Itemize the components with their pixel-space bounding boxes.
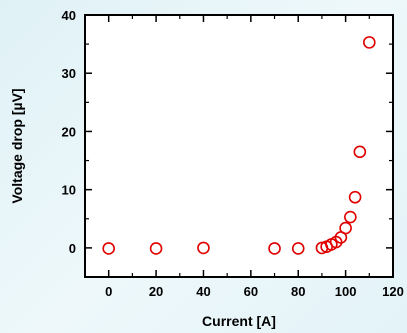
data-point [291, 242, 305, 255]
data-point [363, 36, 376, 49]
data-point [102, 242, 115, 255]
data-point [149, 242, 163, 255]
plot-background [85, 15, 393, 277]
y-tick-label: 0 [69, 241, 76, 256]
data-point [353, 145, 367, 159]
y-axis-title: Voltage drop [µV] [9, 88, 25, 203]
plot-frame [84, 14, 394, 278]
data-point [348, 190, 362, 204]
y-tick-label: 20 [62, 124, 76, 139]
tick-labels: 0 20 40 60 80 100 120 0 10 20 30 40 [62, 8, 404, 299]
data-point [344, 210, 357, 224]
data-point [268, 242, 281, 255]
y-tick-label: 40 [62, 8, 76, 23]
data-point [339, 221, 352, 235]
x-tick-label: 40 [196, 284, 210, 299]
x-tick-label: 20 [149, 284, 163, 299]
x-axis-title: Current [A] [202, 313, 276, 329]
x-tick-label: 0 [105, 284, 112, 299]
x-tick-label: 100 [335, 284, 357, 299]
data-points [102, 36, 376, 255]
y-tick-label: 30 [62, 66, 76, 81]
x-tick-label: 60 [244, 284, 258, 299]
y-tick-label: 10 [62, 183, 76, 198]
x-tick-label: 80 [291, 284, 305, 299]
data-point [197, 241, 210, 255]
x-tick-label: 120 [382, 284, 404, 299]
